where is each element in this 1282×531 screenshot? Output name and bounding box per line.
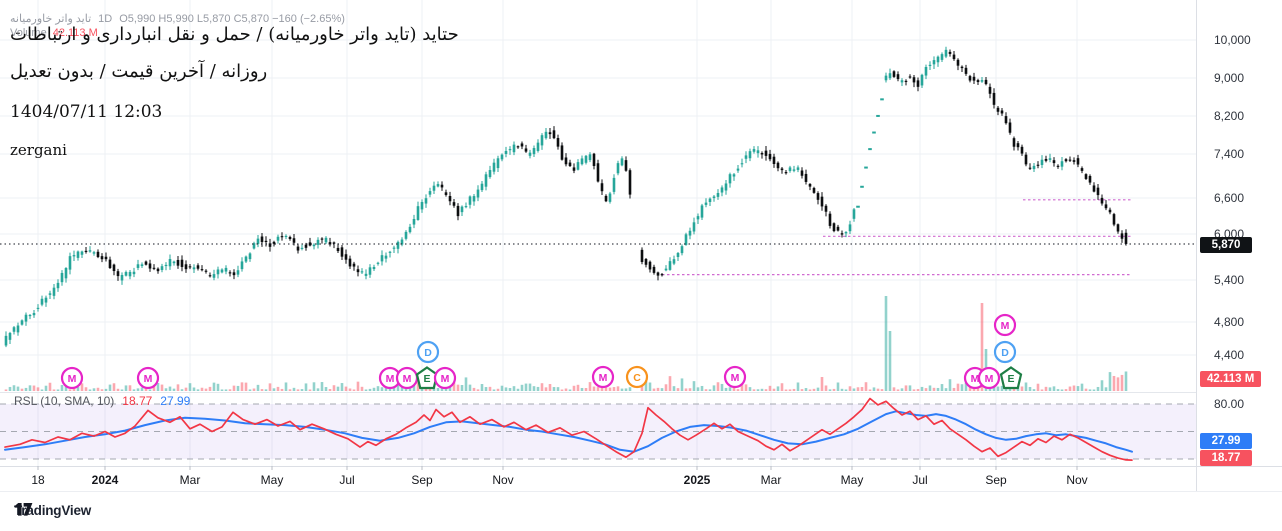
time-tick-Jul: Jul (339, 473, 355, 487)
svg-text:M: M (731, 372, 740, 384)
volume-label: Volume (10, 27, 47, 39)
volume-value: 42.113 M (52, 27, 98, 39)
symbol-name[interactable]: تاید واتر خاورمیانه (10, 13, 92, 25)
price-tick-5400: 5,400 (1214, 273, 1245, 287)
svg-text:E: E (423, 373, 430, 385)
event-marker-E[interactable]: E (999, 366, 1023, 390)
svg-text:C: C (633, 372, 641, 384)
time-tick-2024: 2024 (91, 473, 119, 487)
interval-label[interactable]: 1D (98, 13, 113, 25)
event-marker-M[interactable]: M (136, 366, 160, 390)
chart-subtitle: روزانه / آخرین قیمت / بدون تعدیل (10, 61, 268, 82)
author-watermark: zergani (10, 141, 67, 159)
svg-text:M: M (386, 373, 395, 385)
svg-text:D: D (424, 347, 432, 359)
svg-text:M: M (441, 373, 450, 385)
price-tick-8200: 8,200 (1214, 109, 1245, 123)
price-tick-6600: 6,600 (1214, 191, 1245, 205)
rsi-pane[interactable] (0, 403, 1196, 460)
rsi-line[interactable] (4, 397, 1133, 461)
time-tick-Mar: Mar (179, 473, 201, 487)
svg-text:E: E (1007, 373, 1014, 385)
brand-name[interactable]: TradingView (14, 503, 92, 518)
price-badge-2799: 27.99 (1200, 433, 1252, 449)
event-marker-M[interactable]: M (993, 313, 1017, 337)
price-tick-10000: 10,000 (1214, 33, 1251, 47)
ohlc-values: O5,990 H5,990 L5,870 C5,870 −160 (−2.65%… (119, 13, 345, 25)
volume-series (4, 296, 1128, 391)
datetime-stamp: 1404/07/11 12:03 (10, 102, 163, 122)
event-marker-C[interactable]: C (625, 365, 649, 389)
svg-text:M: M (1001, 320, 1010, 332)
time-tick-Nov: Nov (1066, 473, 1088, 487)
volume-legend: Volume 42.113 M (10, 27, 98, 39)
time-tick-Mar: Mar (760, 473, 782, 487)
time-tick-Sep: Sep (985, 473, 1007, 487)
rsi-sma-line[interactable] (4, 410, 1133, 453)
time-tick-2025: 2025 (683, 473, 711, 487)
rsi-tick-80: 80.00 (1214, 397, 1245, 411)
time-tick-18: 18 (31, 473, 45, 487)
candlestick-series[interactable] (4, 46, 1128, 348)
svg-text:D: D (1001, 347, 1009, 359)
event-marker-M[interactable]: M (395, 366, 419, 390)
event-marker-M[interactable]: M (60, 366, 84, 390)
tradingview-icon (14, 503, 33, 516)
symbol-title: حتاید (تاید واتر خاورمیانه) / حمل و نقل … (10, 24, 459, 45)
event-marker-M[interactable]: M (723, 365, 747, 389)
symbol-legend[interactable]: تاید واتر خاورمیانه 1D O5,990 H5,990 L5,… (10, 12, 345, 25)
event-marker-M[interactable]: M (433, 366, 457, 390)
price-badge-5870: 5,870 (1200, 237, 1252, 253)
price-tick-7400: 7,400 (1214, 147, 1245, 161)
time-tick-May: May (840, 473, 864, 487)
footer-logo[interactable]: TradingView (14, 503, 91, 518)
event-marker-M[interactable]: M (591, 365, 615, 389)
time-tick-Sep: Sep (411, 473, 433, 487)
indicator-blue-value: 27.99 (160, 394, 191, 408)
price-badge-1877: 18.77 (1200, 450, 1252, 466)
event-marker-M[interactable]: M (977, 366, 1001, 390)
svg-text:M: M (403, 373, 412, 385)
time-tick-Jul: Jul (912, 473, 928, 487)
pane-borders (0, 0, 1282, 492)
indicator-red-value: 18.77 (122, 394, 153, 408)
svg-text:M: M (68, 373, 77, 385)
event-marker-D[interactable]: D (993, 340, 1017, 364)
support-resistance-levels[interactable] (662, 199, 1132, 276)
svg-text:M: M (971, 373, 980, 385)
indicator-name[interactable]: RSL (10, SMA, 10) (14, 394, 115, 408)
price-tick-9000: 9,000 (1214, 71, 1245, 85)
price-badge-42113M: 42.113 M (1200, 371, 1262, 387)
event-markers[interactable]: M M M M E MDM C M M M EDM (60, 313, 1023, 390)
price-tick-4800: 4,800 (1214, 315, 1245, 329)
time-tick-Nov: Nov (492, 473, 514, 487)
time-tick-May: May (260, 473, 284, 487)
svg-text:M: M (144, 373, 153, 385)
price-tick-4400: 4,400 (1214, 348, 1245, 362)
svg-text:M: M (985, 373, 994, 385)
svg-text:M: M (599, 372, 608, 384)
indicator-legend[interactable]: RSL (10, SMA, 10) 18.77 27.99 (14, 394, 190, 408)
event-marker-D[interactable]: D (416, 340, 440, 364)
